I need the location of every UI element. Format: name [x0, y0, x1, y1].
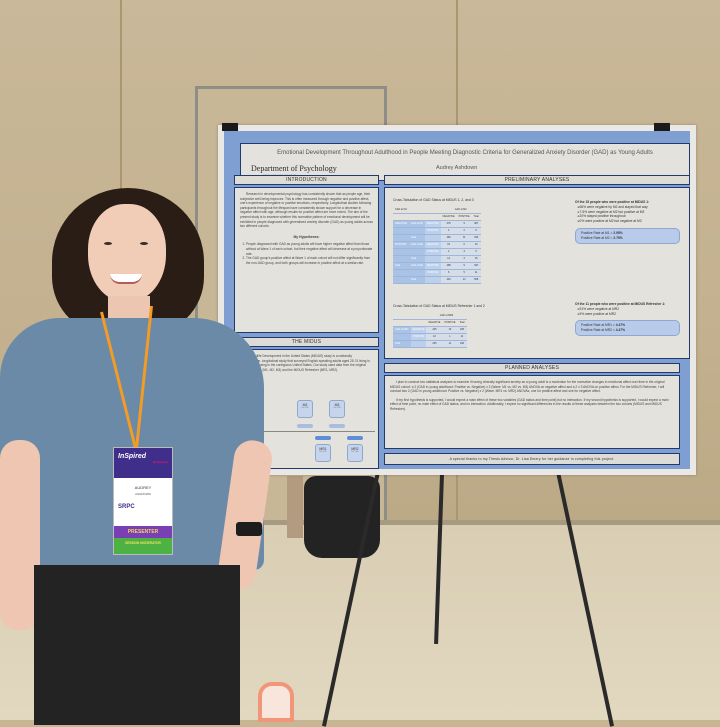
midus-node-m2: M2 N = 5,555: [297, 400, 313, 418]
name-badge: InSpired by Sociery AUDREY ASHDOWN SRPC P…: [113, 447, 173, 555]
binder-clip: [654, 123, 670, 131]
table-row: POSITIVE 2 3 5: [393, 248, 481, 256]
preliminary-section: Cross-Tabulation of GAD Status at MIDUS …: [384, 187, 690, 359]
introduction-body: Research in developmental psychology has…: [240, 192, 373, 229]
table-row: POSITIVE 6 5 11: [393, 269, 481, 277]
midus-pill: [315, 436, 331, 440]
table-row: Total GAD at M3 NEGATIVE 488 9 497: [393, 262, 481, 270]
black-pants: [34, 565, 240, 725]
badge-event-logo: InSpired by Sociery: [114, 448, 172, 478]
midus-pill: [297, 424, 313, 428]
department-logo: Department of Psychology: [251, 164, 337, 173]
table-row: Total 235 11 246: [393, 340, 467, 348]
research-poster: Emotional Development Throughout Adultho…: [218, 123, 696, 475]
crosstab-table-2: GAD at MR2 NEGATIVE POSITIVE Total GAD at …: [393, 312, 467, 348]
crosstab-table-1: GAD at M1 GAD at M2 NEGATIVE POSITIVE Total…: [393, 206, 481, 284]
eye: [140, 242, 148, 245]
midus-pill: [329, 424, 345, 428]
poster-frame: Emotional Development Throughout Adultho…: [224, 131, 690, 469]
planned-para-2: If my first hypothesis is supported, I w…: [390, 397, 669, 411]
side-notes-refresher: Of the 11 people who were positive at MI…: [575, 302, 680, 336]
table-row: NEGATIVE GAD at M3 NEGATIVE 478 9 487: [393, 220, 481, 228]
stand-post: [287, 476, 303, 538]
wristwatch: [236, 522, 262, 536]
table1-caption: Cross-Tabulation of GAD Status at MIDUS …: [393, 198, 474, 202]
badge-last-name: ASHDOWN: [135, 492, 151, 496]
planned-heading: PLANNED ANALYSES: [384, 363, 680, 373]
table-row: Total 12 3 15: [393, 255, 481, 263]
binder-clip: [222, 123, 238, 131]
hypotheses-title: My Hypotheses:: [293, 234, 320, 239]
table2-caption: Cross-Tabulation of GAD Status at MIDUS …: [393, 304, 485, 308]
acknowledgment: A special thanks to my Thesis Advisor, D…: [384, 453, 680, 465]
table1-block: Cross-Tabulation of GAD Status at MIDUS …: [393, 198, 481, 284]
midus-heading: THE MIDUS: [234, 337, 379, 347]
planned-section: I plan to conduct two statistical analys…: [384, 375, 680, 449]
poster-author: Audrey Ashdown: [436, 165, 478, 171]
positive-rate-box: Positive Rate at MR1 = 4.47% Positive Ra…: [575, 320, 680, 336]
table-row: GAD at MR1 NEGATIVE 225 10 235: [393, 326, 467, 334]
badge-role-ribbon: PRESENTER: [114, 526, 172, 538]
timeline-axis: [245, 431, 375, 432]
midus-body: The Midlife Development in the United St…: [240, 354, 370, 372]
person-face: [88, 204, 166, 302]
table-row: Total 482 11 493: [393, 234, 481, 242]
badge-first-name: AUDREY: [134, 485, 152, 490]
table2-block: Cross-Tabulation of GAD Status at MIDUS …: [393, 304, 485, 348]
hypothesis-2: The GAD group's positive affect at Wave …: [246, 256, 373, 265]
side-notes-midus1: Of the 15 people who were positive at MI…: [575, 200, 680, 244]
planned-para-1: I plan to conduct two statistical analys…: [390, 380, 665, 394]
positive-rate-box: Positive Rate at M1 = 2.95% Positive Rat…: [575, 227, 680, 244]
eye: [104, 242, 112, 245]
midus-node-mr1: MR1 N = 3,577: [315, 444, 331, 462]
table-row: Total 494 14 508: [393, 276, 481, 284]
left-arm: [0, 440, 40, 630]
midus-node-mr2: MR2 N = 2,361: [347, 444, 363, 462]
hypothesis-1: People diagnosed with GAD as young adult…: [246, 242, 373, 256]
hypotheses-list: People diagnosed with GAD as young adult…: [240, 242, 373, 265]
introduction-heading: INTRODUCTION: [234, 175, 379, 185]
badge-org-logo: SRPC: [118, 504, 135, 510]
table-row: POSITIVE GAD at M3 NEGATIVE 10 0 10: [393, 241, 481, 249]
midus-node-m3: M3 N = 3,294: [329, 400, 345, 418]
poster-title: Emotional Development Throughout Adultho…: [277, 150, 653, 156]
table-row: POSITIVE 10 1 11: [393, 333, 467, 341]
introduction-section: Research in developmental psychology has…: [234, 187, 379, 333]
table-row: POSITIVE 4 2 6: [393, 227, 481, 235]
midus-pill: [347, 436, 363, 440]
badge-role-ribbon-2: SESSION MODERATOR: [114, 538, 172, 554]
water-bottle: [258, 682, 294, 722]
preliminary-heading: PRELIMINARY ANALYSES: [384, 175, 690, 185]
smile: [110, 274, 142, 284]
